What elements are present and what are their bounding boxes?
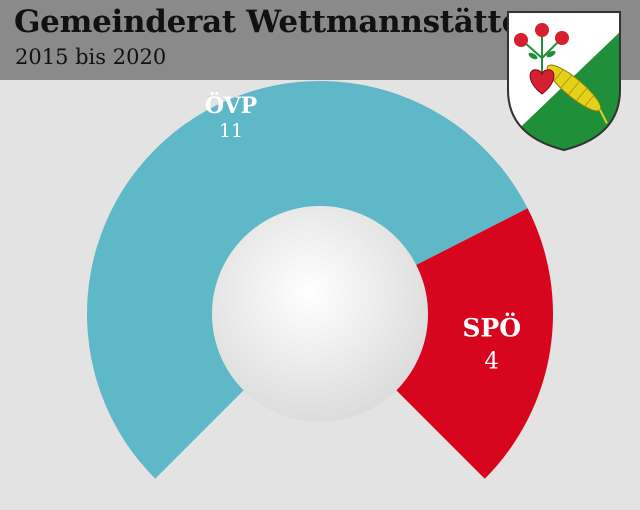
chart-label-name-1: SPÖ	[462, 313, 521, 342]
page-title: Gemeinderat Wettmannstätten	[14, 4, 544, 40]
chart-segment-0	[86, 80, 528, 479]
municipal-coat-of-arms-icon	[507, 11, 621, 152]
chart-center-hole	[212, 206, 428, 422]
chart-label-value-0: 11	[219, 120, 243, 142]
chart-label-value-1: 4	[484, 348, 499, 374]
chart-label-name-0: ÖVP	[205, 91, 257, 119]
page-subtitle: 2015 bis 2020	[15, 45, 167, 69]
